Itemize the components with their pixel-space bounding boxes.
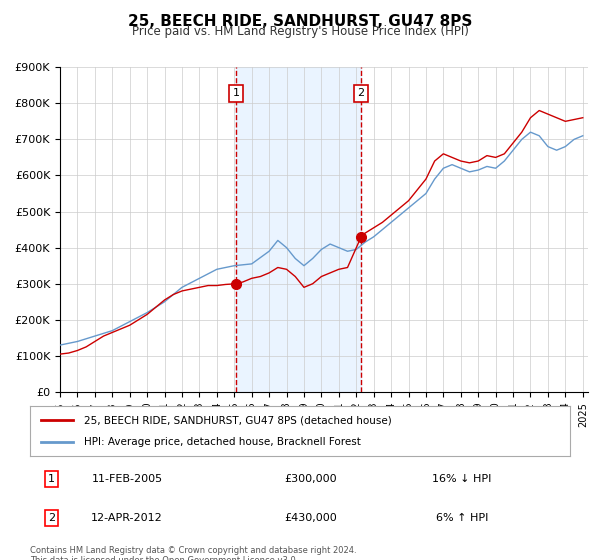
Text: 6% ↑ HPI: 6% ↑ HPI	[436, 513, 488, 523]
Text: 1: 1	[48, 474, 55, 484]
Text: 12-APR-2012: 12-APR-2012	[91, 513, 163, 523]
Bar	[236, 67, 361, 392]
Text: 1: 1	[233, 88, 239, 98]
Text: 25, BEECH RIDE, SANDHURST, GU47 8PS (detached house): 25, BEECH RIDE, SANDHURST, GU47 8PS (det…	[84, 415, 392, 425]
Text: HPI: Average price, detached house, Bracknell Forest: HPI: Average price, detached house, Brac…	[84, 437, 361, 447]
Text: 25, BEECH RIDE, SANDHURST, GU47 8PS: 25, BEECH RIDE, SANDHURST, GU47 8PS	[128, 14, 472, 29]
Text: 16% ↓ HPI: 16% ↓ HPI	[433, 474, 491, 484]
Text: Price paid vs. HM Land Registry's House Price Index (HPI): Price paid vs. HM Land Registry's House …	[131, 25, 469, 38]
Text: £300,000: £300,000	[284, 474, 337, 484]
Text: 2: 2	[48, 513, 55, 523]
Text: 11-FEB-2005: 11-FEB-2005	[92, 474, 163, 484]
Text: 2: 2	[358, 88, 365, 98]
Text: Contains HM Land Registry data © Crown copyright and database right 2024.
This d: Contains HM Land Registry data © Crown c…	[30, 546, 356, 560]
Text: £430,000: £430,000	[284, 513, 337, 523]
